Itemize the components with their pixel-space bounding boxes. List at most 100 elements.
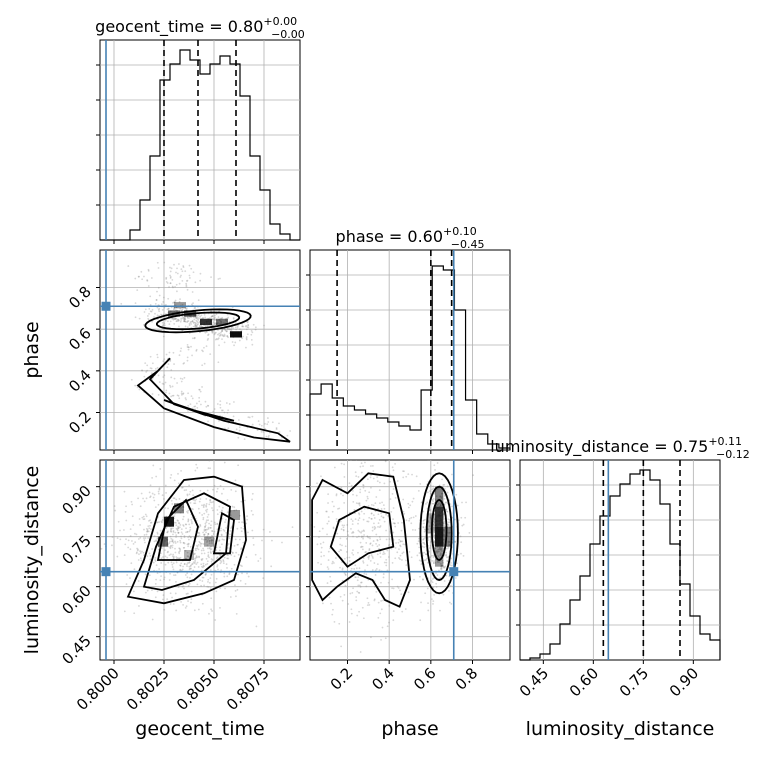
sample-dot	[359, 541, 362, 544]
sample-dot	[175, 557, 178, 560]
sample-dot	[390, 511, 393, 513]
sample-dot	[345, 537, 348, 540]
sample-dot	[188, 277, 191, 279]
sample-dot	[427, 460, 430, 461]
sample-dot	[185, 605, 188, 608]
sample-dot	[170, 395, 173, 398]
sample-dot	[171, 563, 174, 566]
sample-dot	[143, 518, 146, 520]
sample-dot	[141, 369, 143, 372]
sample-dot	[214, 619, 217, 621]
sample-dot	[123, 554, 126, 556]
sample-dot	[178, 282, 181, 285]
sample-dot	[202, 547, 204, 550]
sample-dot	[448, 590, 450, 592]
contour-line	[144, 308, 252, 334]
sample-dot	[211, 529, 213, 532]
contour-line	[136, 357, 291, 443]
sample-dot	[169, 476, 172, 479]
sample-dot	[189, 490, 192, 493]
sample-dot	[210, 539, 213, 541]
x-tick-label: 0.45	[516, 664, 552, 700]
sample-dot	[230, 554, 233, 556]
truth-marker	[101, 567, 111, 577]
sample-dot	[158, 381, 161, 383]
sample-dot	[228, 328, 231, 331]
sample-dot	[229, 514, 232, 517]
x-axis-label-geocent_time: geocent_time	[135, 718, 264, 740]
sample-dot	[175, 580, 177, 583]
sample-dot	[401, 559, 403, 561]
sample-dot	[371, 544, 374, 547]
sample-dot	[196, 547, 199, 550]
sample-dot	[362, 484, 365, 487]
sample-dot	[225, 531, 228, 534]
sample-dot	[343, 463, 346, 466]
sample-dot	[241, 337, 244, 340]
sample-dot	[443, 580, 446, 582]
sample-dot	[399, 554, 402, 557]
sample-dot	[172, 530, 175, 532]
sample-dot	[379, 538, 382, 541]
sample-dot	[205, 504, 207, 507]
truth-marker	[101, 301, 111, 311]
sample-dot	[401, 552, 404, 555]
sample-dot	[201, 386, 203, 388]
sample-dot	[376, 480, 379, 483]
sample-dot	[210, 608, 213, 611]
sample-dot	[445, 458, 447, 460]
sample-dot	[138, 605, 140, 607]
sample-dot	[451, 473, 453, 476]
sample-dot	[180, 469, 182, 472]
sample-dot	[209, 526, 212, 529]
sample-dot	[171, 539, 174, 542]
sample-dot	[201, 580, 204, 582]
y-tick-label: 0.45	[58, 632, 94, 668]
sample-dot	[240, 329, 243, 332]
sample-dot	[366, 604, 369, 607]
sample-dot	[393, 522, 396, 525]
sample-dot	[427, 602, 429, 605]
sample-dot	[207, 420, 209, 423]
sample-dot	[187, 543, 190, 546]
sample-dot	[246, 518, 249, 521]
sample-dot	[291, 526, 294, 529]
sample-dot	[210, 573, 213, 576]
hist-panel-geocent_time	[100, 40, 300, 241]
sample-dot	[245, 338, 248, 341]
sample-dot	[233, 509, 236, 512]
sample-dot	[175, 536, 177, 538]
sample-dot	[254, 328, 257, 331]
sample-dot	[169, 592, 172, 595]
sample-dot	[425, 553, 428, 556]
sample-dot	[187, 584, 190, 587]
sample-dot	[185, 284, 188, 287]
sample-dot	[125, 505, 127, 508]
panel-frame	[519, 459, 721, 661]
sample-dot	[346, 530, 349, 533]
sample-dot	[161, 324, 164, 327]
sample-dot	[170, 529, 172, 532]
sample-dot	[388, 621, 390, 624]
sample-dot	[357, 576, 360, 579]
sample-dot	[370, 465, 372, 467]
sample-dot	[166, 551, 169, 554]
sample-dot	[162, 383, 165, 386]
sample-dot	[138, 388, 141, 391]
sample-dot	[336, 520, 339, 523]
sample-dot	[220, 409, 223, 412]
sample-dot	[432, 487, 435, 490]
sample-dot	[216, 522, 219, 525]
sample-dot	[431, 559, 434, 562]
sample-dot	[187, 542, 190, 545]
sample-dot	[242, 325, 245, 328]
sample-dot	[187, 348, 190, 351]
sample-dot	[202, 564, 205, 567]
sample-dot	[445, 553, 448, 556]
sample-dot	[180, 528, 183, 530]
sample-dot	[374, 574, 377, 576]
sample-dot	[372, 557, 374, 559]
sample-dot	[247, 575, 250, 578]
sample-dot	[176, 529, 179, 532]
sample-dot	[351, 489, 354, 492]
